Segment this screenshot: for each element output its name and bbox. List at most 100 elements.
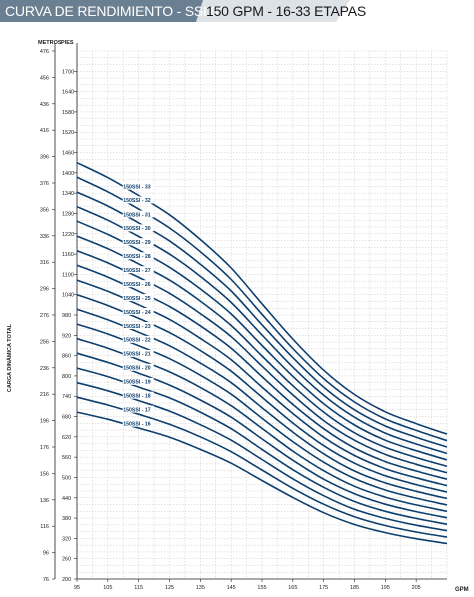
y-tick-label-m: 356: [40, 207, 49, 213]
y-tick-label-m: 376: [40, 181, 49, 187]
right-axis-label: PIES: [61, 40, 74, 46]
series-label-bg: [122, 252, 154, 260]
axes: 200 260 320 380 440 500 560 620 680 740 800 860 920 9…: [40, 43, 447, 591]
series-label-bg: [122, 391, 154, 399]
series-label: 150SSI - 30: [123, 226, 151, 232]
series-label-bg: [122, 363, 154, 371]
x-tick-label: 155: [257, 585, 266, 591]
series-line: [76, 337, 448, 513]
y-tick-label-ft: 1100: [62, 272, 74, 278]
series-line: [76, 411, 448, 545]
x-tick-label: 115: [134, 585, 143, 591]
x-tick-label: 105: [103, 585, 112, 591]
chart-subtitle: 150 GPM - 16-33 ETAPAS: [206, 3, 367, 19]
series-label: 150SSI - 31: [123, 212, 151, 218]
series-line: [76, 191, 448, 448]
y-tick-label-m: 276: [40, 313, 49, 319]
series-line: [76, 396, 448, 538]
y-tick-label-ft: 560: [62, 455, 71, 461]
y-tick-label-ft: 1400: [62, 171, 74, 177]
y-tick-label-m: 236: [40, 366, 49, 372]
series-label: 150SSI - 28: [123, 254, 151, 260]
y-tick-label-m: 156: [40, 471, 49, 477]
y-tick-label-ft: 620: [62, 435, 71, 441]
series-label: 150SSI - 21: [123, 352, 151, 358]
series-line: [76, 279, 448, 487]
series-label-bg: [122, 322, 154, 329]
y-tick-label-ft: 1700: [62, 69, 74, 75]
series-line: [76, 293, 448, 493]
x-tick-label: 195: [381, 585, 390, 591]
y-tick-label-ft: 980: [62, 313, 71, 319]
x-tick-label: 175: [319, 585, 328, 591]
y-tick-label-ft: 440: [62, 496, 71, 502]
series-label-bg: [122, 405, 154, 413]
series-label-bg: [122, 266, 154, 274]
y-tick-label-m: 476: [40, 49, 49, 55]
series-line: [76, 381, 448, 532]
series-label-bg: [122, 377, 154, 385]
y-tick-label-m: 256: [40, 339, 49, 345]
series-label: 150SSI - 23: [123, 324, 151, 330]
y-tick-label-ft: 1460: [62, 151, 74, 157]
x-axis-title: GPM: [455, 587, 469, 593]
y-tick-label-ft: 260: [62, 557, 71, 563]
y-tick-label-ft: 1160: [62, 252, 74, 258]
x-tick-label: 145: [227, 585, 236, 591]
y-tick-label-ft: 740: [62, 394, 71, 400]
y-tick-label-m: 96: [43, 551, 49, 557]
y-tick-label-m: 296: [40, 287, 49, 293]
left-axis-label: METROS: [38, 40, 62, 46]
series-label-bg: [122, 182, 154, 190]
x-tick-label: 135: [196, 585, 205, 591]
y-tick-label-ft: 1580: [62, 110, 74, 116]
y-tick-label-m: 176: [40, 445, 49, 451]
y-tick-label-m: 316: [40, 260, 49, 266]
series-label-bg: [122, 210, 154, 218]
series-label-bg: [122, 349, 154, 357]
y-axis-title: CARGA DINÁMICA TOTAL: [6, 323, 13, 392]
y-tick-label-ft: 1220: [62, 232, 74, 238]
series-group: [76, 161, 448, 545]
series-labels: 150SSI - 33 150SSI - 32 150SSI - 31 150SSI …: [122, 182, 154, 427]
series-label-bg: [122, 307, 154, 315]
series-label: 150SSI - 27: [123, 268, 151, 274]
series-line: [76, 264, 448, 480]
series-line: [76, 220, 448, 461]
y-tick-label-ft: 920: [62, 333, 71, 339]
chart-title: CURVA DE RENDIMIENTO - SSI 6": [5, 3, 223, 19]
y-tick-label-ft: 500: [62, 475, 71, 481]
x-tick-label: 165: [288, 585, 297, 591]
y-tick-label-m: 416: [40, 128, 49, 134]
y-tick-label-m: 76: [43, 577, 49, 583]
y-tick-label-ft: 1340: [62, 191, 74, 197]
y-tick-label-ft: 380: [62, 516, 71, 522]
y-tick-label-ft: 800: [62, 374, 71, 380]
x-tick-label: 205: [412, 585, 421, 591]
y-tick-label-m: 396: [40, 155, 49, 161]
y-tick-label-ft: 1040: [62, 293, 74, 299]
series-label: 150SSI - 24: [123, 310, 151, 316]
series-line: [76, 249, 448, 474]
y-tick-label-ft: 1640: [62, 90, 74, 96]
series-line: [76, 235, 448, 468]
series-line: [76, 367, 448, 525]
y-tick-label-ft: 680: [62, 415, 71, 421]
series-label: 150SSI - 22: [123, 338, 151, 344]
series-label: 150SSI - 32: [123, 198, 151, 204]
x-tick-label: 125: [165, 585, 174, 591]
series-line: [76, 352, 448, 519]
y-tick-label-m: 336: [40, 234, 49, 240]
y-tick-label-ft: 1520: [62, 130, 74, 136]
y-tick-label-m: 216: [40, 392, 49, 398]
series-line: [76, 308, 448, 500]
series-label: 150SSI - 18: [123, 394, 151, 400]
series-label-bg: [122, 196, 154, 204]
series-label-bg: [122, 335, 154, 343]
series-label-bg: [122, 419, 154, 427]
chart-header: CURVA DE RENDIMIENTO - SSI 6" 150 GPM - …: [0, 0, 474, 24]
series-label: 150SSI - 17: [123, 407, 151, 413]
series-line: [76, 176, 448, 442]
series-line: [76, 161, 448, 435]
